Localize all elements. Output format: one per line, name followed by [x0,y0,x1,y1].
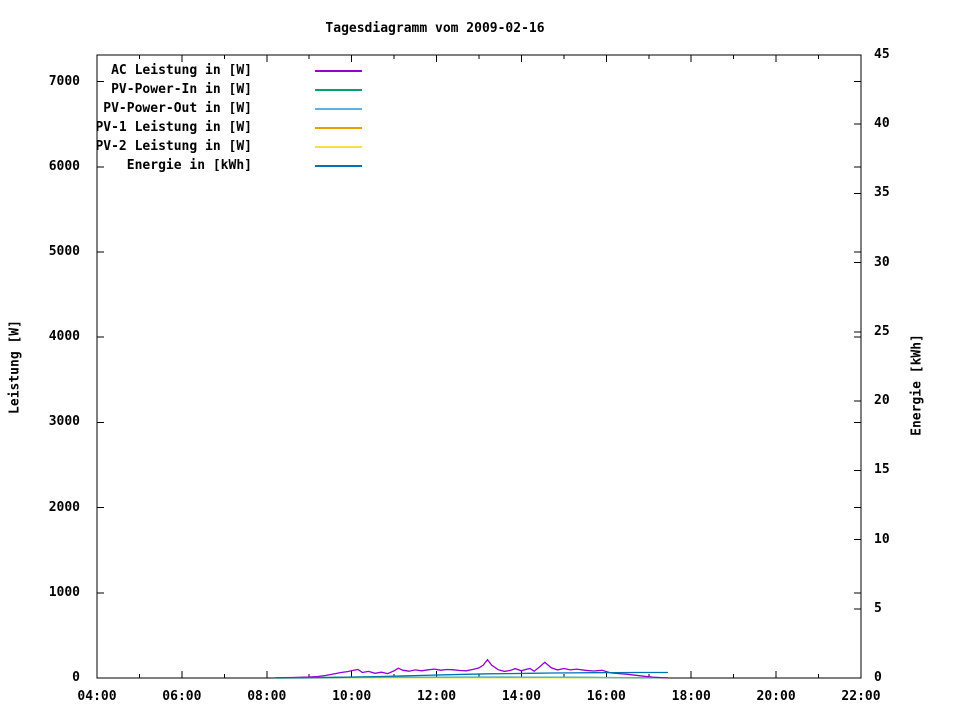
x-tick-label: 18:00 [671,689,711,704]
y-tick-label: 7000 [48,73,80,89]
legend-label: PV-Power-In in [W] [111,82,252,97]
legend-label: Energie in [kWh] [126,158,252,173]
y2-tick-label: 5 [874,600,882,616]
y2-tick-label: 0 [874,670,882,685]
y2-axis-label: Energie [kWh] [909,334,925,436]
x-tick-label: 14:00 [501,689,541,704]
y2-tick-label: 40 [874,116,890,132]
y2-tick-label: 10 [874,531,890,547]
y-tick-label: 5000 [48,243,80,259]
x-tick-label: 04:00 [77,689,117,704]
y-tick-label: 2000 [48,499,80,515]
legend-label: PV-1 Leistung in [W] [95,120,252,135]
x-tick-label: 10:00 [332,689,372,704]
y-tick-label: 6000 [48,158,80,174]
y-tick-label: 4000 [48,329,80,345]
x-tick-label: 06:00 [162,689,202,704]
y2-tick-label: 15 [874,462,890,478]
y2-tick-label: 45 [874,47,890,62]
series-line-0 [275,658,668,679]
x-tick-label: 22:00 [841,689,881,704]
x-tick-label: 12:00 [416,689,457,704]
x-tick-label: 20:00 [756,689,796,704]
x-tick-label: 16:00 [586,689,626,704]
series-line-5 [275,671,668,679]
y2-tick-label: 25 [874,323,890,339]
y-tick-label: 3000 [48,414,80,430]
legend-label: PV-2 Leistung in [W] [95,139,252,154]
legend-label: AC Leistung in [W] [111,63,252,78]
legend-label: PV-Power-Out in [W] [103,101,252,116]
y2-tick-label: 30 [874,254,890,270]
y2-tick-label: 20 [874,393,890,409]
chart-title: Tagesdiagramm vom 2009-02-16 [325,21,545,36]
y2-tick-label: 35 [874,185,890,201]
x-tick-label: 08:00 [247,689,287,704]
y-tick-label: 1000 [48,584,80,600]
y-tick-label: 0 [72,670,80,685]
